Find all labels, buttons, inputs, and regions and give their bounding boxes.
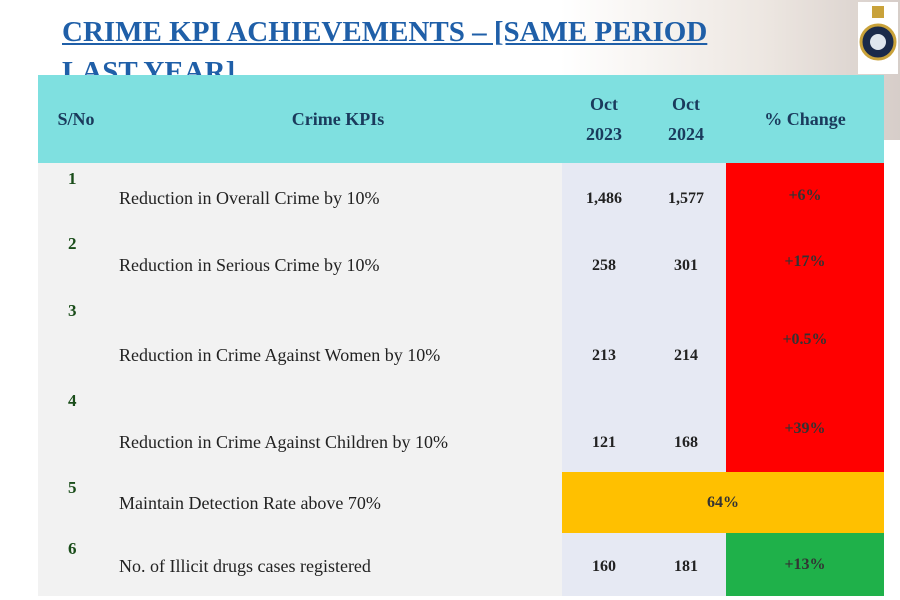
serial-number: 1 <box>68 169 77 188</box>
column-header: Oct 2023 <box>586 94 622 144</box>
kpi-name: Reduction in Overall Crime by 10% <box>119 188 380 208</box>
serial-number: 6 <box>68 539 77 558</box>
table-row: 2 Reduction in Serious Crime by 10% 258 301… <box>38 228 884 295</box>
value-2024: 181 <box>674 558 698 575</box>
kpi-name: Reduction in Crime Against Children by 1… <box>119 432 448 452</box>
kpi-name: Maintain Detection Rate above 70% <box>119 493 381 513</box>
percent-change: +13% <box>726 533 884 596</box>
serial-number: 5 <box>68 478 77 497</box>
percent-change: +0.5% <box>726 295 884 385</box>
police-emblem <box>858 2 898 74</box>
value-2023: 258 <box>592 257 616 274</box>
table-row: 1 Reduction in Overall Crime by 10% 1,486 1… <box>38 163 884 228</box>
serial-number: 2 <box>68 234 77 253</box>
serial-number: 3 <box>68 301 77 320</box>
table-row: 6 No. of Illicit drugs cases registered 16… <box>38 533 884 596</box>
value-2023: 1,486 <box>586 190 622 207</box>
value-2023: 160 <box>592 558 616 575</box>
column-header: S/No <box>57 109 95 129</box>
value-2024: 168 <box>674 434 698 451</box>
merged-result: 64% <box>562 472 884 533</box>
column-header: Oct 2024 <box>668 94 704 144</box>
value-2023: 213 <box>592 347 616 364</box>
page-title: CRIME KPI ACHIEVEMENTS – [SAME PERIOD LA… <box>62 16 708 88</box>
table-row: 5 Maintain Detection Rate above 70% 64% <box>38 472 884 533</box>
percent-change: +39% <box>726 385 884 472</box>
column-header: Crime KPIs <box>291 109 385 129</box>
kpi-name: Reduction in Crime Against Women by 10% <box>119 345 441 365</box>
table-row: 4 Reduction in Crime Against Children by … <box>38 385 884 472</box>
value-2024: 214 <box>674 347 698 364</box>
table-header: S/No Crime KPIs Oct 2023 Oct 2024 % Chan… <box>38 75 884 163</box>
kpi-name: Reduction in Serious Crime by 10% <box>119 255 380 275</box>
percent-change: +17% <box>726 228 884 295</box>
value-2023: 121 <box>592 434 616 451</box>
value-2024: 301 <box>674 257 698 274</box>
serial-number: 4 <box>68 391 77 410</box>
value-2024: 1,577 <box>668 190 704 207</box>
column-header: % Change <box>764 109 846 129</box>
kpi-table: S/No Crime KPIs Oct 2023 Oct 2024 % Chan… <box>38 75 884 596</box>
table-row: 3 Reduction in Crime Against Women by 10%… <box>38 295 884 385</box>
percent-change: +6% <box>726 163 884 228</box>
kpi-name: No. of Illicit drugs cases registered <box>119 556 371 576</box>
